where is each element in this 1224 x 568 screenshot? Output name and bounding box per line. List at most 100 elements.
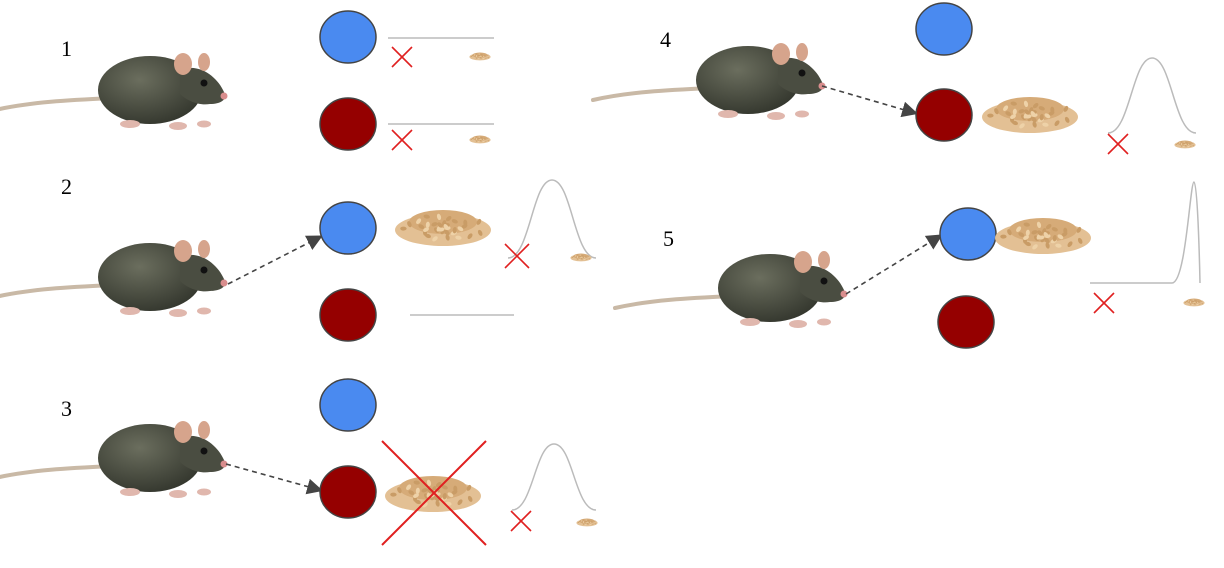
food-pellet [426,479,432,487]
food-pellet [478,56,481,58]
rat-body [98,424,202,492]
food-pellet [1186,300,1188,303]
food-pellet [1005,111,1012,116]
food-pellet [457,226,464,232]
panel-number-4: 4 [660,27,671,52]
food-pellet [485,140,487,142]
food-pellet [1192,142,1194,144]
red-circle [915,88,973,142]
food-pellet [575,256,577,258]
food-pellet [987,113,994,118]
food-pellet [582,255,585,257]
rat-ear [174,240,192,262]
food-pellet [487,56,489,59]
food-pellet [483,139,485,141]
food-pellet [423,227,429,233]
food-pellet [994,108,999,115]
food-pellet [584,521,586,523]
food-pellet [421,488,428,493]
food-pellet [1180,144,1182,146]
food-pellet [1190,145,1192,147]
food-pellet [1190,301,1192,303]
cross-icon [391,46,413,68]
food-pellet [1023,100,1029,108]
panel-number-3: 3 [61,396,72,421]
food-pellet [1039,114,1044,121]
food-pellet [594,520,596,522]
food-pellet [477,141,479,143]
rat-tail [613,294,734,310]
food-pellet [585,522,588,524]
food-pellet [475,53,478,55]
food-pellet [1038,106,1045,111]
cross-line [1107,133,1129,155]
rat-icon [0,421,228,498]
food-pellet [1194,303,1196,306]
food-pellet [444,229,450,236]
food-pellet [478,136,480,138]
food-pellet [477,55,479,57]
choice-arrow [225,463,324,495]
blue-circle [319,378,377,432]
food-pellet [581,257,583,260]
rat-icon [591,43,826,120]
food-pellet [1192,302,1195,304]
food-pellet [455,235,462,240]
food-pellet [583,259,586,261]
food-pellet [481,137,484,139]
food-pellet [477,229,483,236]
food-pellet [436,213,442,221]
food-pellet [483,56,485,58]
food-pellet [578,259,580,261]
food-pellet [1201,302,1203,305]
food-pellet [478,139,481,141]
food-pellet [1018,232,1025,237]
food-pellet [584,524,586,526]
rat-foot [169,122,187,130]
food-pellet [579,254,581,256]
food-pellet [482,139,484,141]
food-pellet [415,487,420,494]
rat-foot [120,120,140,128]
food-pellet [1032,244,1038,250]
food-pellet [1032,121,1037,128]
food-pellet [474,138,476,140]
rat-foot [169,309,187,317]
food-pellet [587,521,589,523]
food-pellet [1180,141,1183,143]
rat-foot [197,307,211,315]
food-pellet [1010,114,1016,120]
food-pellet [1189,143,1191,145]
cross-icon [381,440,487,546]
food-pellet [1007,229,1012,236]
food-pellet [576,254,579,256]
food-pellet [390,492,397,497]
rat-body [718,254,822,322]
food-pellet [1000,234,1007,239]
rat-tail [591,86,712,102]
food-pellet [579,520,581,523]
cross-line [510,510,532,532]
food-pellet [1023,235,1029,241]
food-pellet [480,140,482,143]
food-pellet [588,255,590,257]
rat-foot [197,488,211,496]
outcome-curve-bell [507,179,597,259]
food-pellet [589,524,592,526]
rat-foot [767,112,785,120]
outcome-curve-bell [511,443,597,511]
food-pellet [431,222,438,227]
food-pellet [578,256,580,258]
food-pellet [1045,242,1050,249]
food-pellet [447,492,454,498]
rat-eye [200,266,208,274]
food-pellet [445,234,450,241]
food-pellet [1182,143,1184,145]
food-pellet [475,56,477,58]
food-pellet [432,236,438,242]
food-pellet [485,57,487,59]
blue-circle [915,2,973,56]
food-pellet [1063,105,1069,112]
food-pellet [475,139,477,141]
